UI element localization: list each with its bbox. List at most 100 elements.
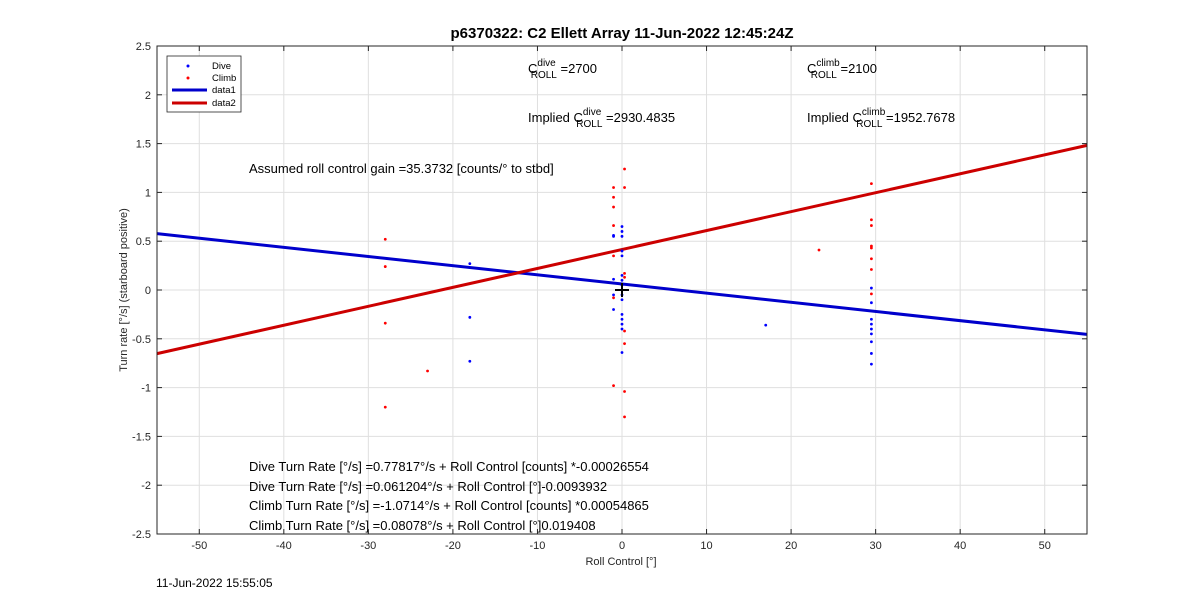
plot-area — [156, 143, 1088, 419]
dive-point — [620, 298, 624, 302]
x-tick-label: 30 — [870, 540, 882, 552]
implied-dive-annotation: Implied Cdive ROLL =2930.4835 — [528, 107, 675, 130]
climb-point — [623, 167, 626, 171]
y-tick-label: 1 — [145, 187, 151, 199]
dive-point — [612, 277, 615, 281]
climb-point — [870, 244, 873, 248]
dive-point — [612, 234, 615, 238]
c-roll-dive-annotation: Cdive ROLL =2700 — [528, 58, 597, 81]
dive-point — [870, 322, 873, 326]
fit-line-data2 — [156, 143, 1088, 356]
legend: Dive Climb data1 data2 — [166, 55, 242, 113]
dive-point — [620, 351, 624, 354]
assumed-gain-annotation: Assumed roll control gain =35.3732 [coun… — [249, 161, 554, 176]
legend-dive-marker — [186, 64, 190, 68]
climb-point — [612, 224, 615, 227]
y-tick-label: 0.5 — [136, 236, 151, 248]
climb-point — [870, 292, 873, 296]
footer-timestamp: 11-Jun-2022 15:55:05 — [156, 576, 273, 590]
c-roll-climb-annotation: Cclimb ROLL =2100 — [807, 58, 877, 81]
x-tick-label: -10 — [530, 540, 546, 552]
climb-point — [817, 248, 821, 252]
dive-point — [620, 317, 624, 321]
climb-point — [383, 237, 387, 241]
tick-labels: -50 -40 -30 -20 -10 0 10 20 30 40 50-2.5-2-1.5-1-0… — [132, 41, 1087, 552]
dive-point — [870, 286, 873, 290]
climb-point — [870, 268, 873, 271]
x-tick-label: -20 — [445, 540, 461, 552]
equation-dive-degrees: Dive Turn Rate [°/s] =0.061204°/s + Roll… — [249, 479, 607, 494]
climb-point — [623, 415, 626, 419]
dive-point — [620, 327, 624, 331]
dive-point — [870, 327, 873, 331]
legend-climb-marker — [186, 76, 190, 80]
dive-point — [468, 315, 472, 319]
dive-point — [612, 293, 615, 297]
climb-point — [623, 275, 626, 279]
dive-point — [870, 340, 873, 344]
climb-point — [623, 186, 626, 189]
chart-title: p6370322: C2 Ellett Array 11-Jun-2022 12… — [451, 25, 794, 42]
climb-point — [870, 218, 873, 222]
x-tick-label: 20 — [785, 540, 797, 552]
climb-point — [870, 182, 873, 186]
x-tick-label: -30 — [360, 540, 376, 552]
y-tick-label: 2 — [145, 90, 151, 102]
climb-point — [383, 405, 387, 409]
climb-point — [612, 254, 615, 258]
x-tick-label: 10 — [700, 540, 712, 552]
climb-point — [612, 186, 615, 189]
dive-point — [468, 262, 472, 266]
y-tick-label: -0.5 — [132, 334, 151, 346]
climb-point — [383, 321, 387, 325]
dive-point — [620, 322, 624, 326]
y-axis-label: Turn rate [°/s] (starboard positive) — [118, 208, 130, 372]
legend-data2-label: data2 — [212, 98, 236, 109]
y-tick-label: -2 — [141, 480, 151, 492]
x-tick-label: 40 — [954, 540, 966, 552]
climb-point — [383, 265, 387, 268]
dive-point — [620, 273, 624, 277]
legend-climb-label: Climb — [212, 73, 236, 84]
climb-point — [623, 272, 626, 275]
y-tick-label: -1 — [141, 383, 151, 395]
equation-climb-counts: Climb Turn Rate [°/s] =-1.0714°/s + Roll… — [249, 498, 649, 513]
dive-point — [612, 308, 615, 311]
dive-point — [620, 278, 624, 282]
dive-point — [620, 313, 624, 316]
y-tick-label: -2.5 — [132, 529, 151, 541]
climb-point — [870, 224, 873, 227]
x-tick-label: 0 — [619, 540, 625, 552]
climb-point — [623, 390, 626, 393]
y-tick-label: 1.5 — [136, 139, 151, 151]
legend-dive-label: Dive — [212, 61, 231, 72]
dive-point — [620, 225, 624, 228]
dive-point — [870, 332, 873, 336]
climb-point — [612, 195, 615, 199]
dive-point — [620, 230, 624, 233]
x-tick-label: 50 — [1039, 540, 1051, 552]
y-tick-label: 2.5 — [136, 41, 151, 53]
y-tick-label: 0 — [145, 285, 151, 297]
origin-plus-marker — [615, 283, 629, 297]
legend-data1-label: data1 — [212, 85, 236, 96]
equation-climb-degrees: Climb Turn Rate [°/s] =0.08078°/s + Roll… — [249, 518, 596, 533]
dive-point — [620, 234, 624, 238]
dive-point — [620, 249, 624, 253]
climb-point — [623, 342, 626, 346]
climb-point — [612, 296, 615, 300]
climb-point — [612, 384, 615, 388]
dive-point — [870, 317, 873, 321]
y-tick-label: -1.5 — [132, 431, 151, 443]
x-axis-label: Roll Control [°] — [585, 556, 656, 568]
climb-point — [612, 205, 615, 209]
x-tick-label: -50 — [191, 540, 207, 552]
x-tick-label: -40 — [276, 540, 292, 552]
dive-point — [468, 359, 472, 363]
climb-point — [623, 329, 626, 333]
implied-climb-annotation: Implied Cclimb ROLL =1952.7678 — [807, 107, 955, 130]
dive-point — [870, 362, 873, 366]
dive-point — [870, 352, 873, 355]
climb-point — [870, 257, 873, 261]
